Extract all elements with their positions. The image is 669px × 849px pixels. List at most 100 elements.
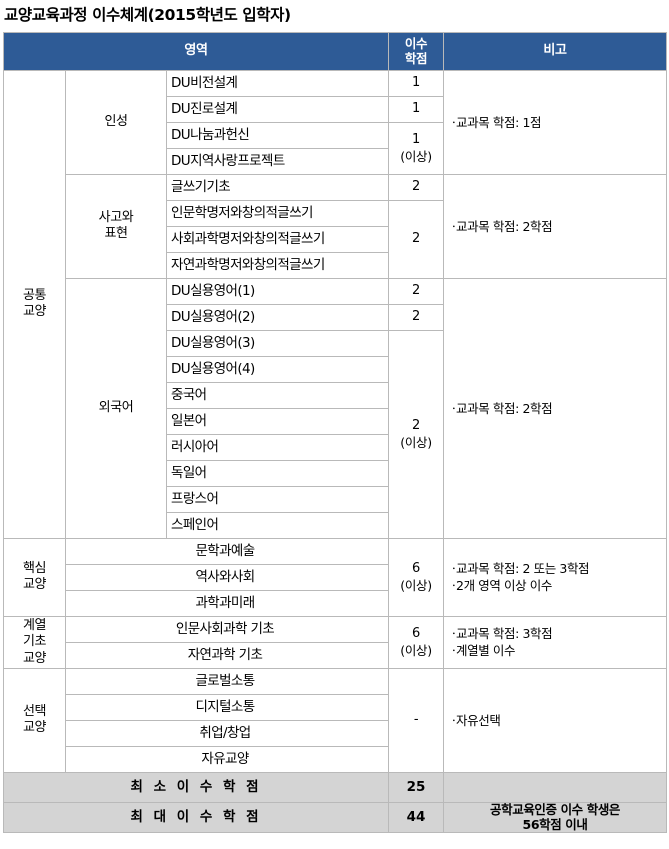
course-cell: 자연과학명저와창의적글쓰기 [165, 251, 390, 279]
subgroup-label-line: 표현 [104, 226, 128, 242]
note-line: ㆍ교과목 학점: 2 또는 3학점 [448, 560, 662, 578]
group-label-line: 기초 [22, 634, 47, 650]
credit-cell: 1 [388, 69, 445, 97]
bullet-icon: ㆍ [448, 643, 460, 659]
table-row: DU지역사랑프로젝트 [4, 147, 667, 175]
table-row: 핵심 교양 문학과예술 6 (이상) ㆍ교과목 학점: 2 또는 3학점 ㆍ2개… [3, 537, 668, 617]
bullet-icon: ㆍ [448, 578, 460, 594]
credit-cell: 2 [388, 199, 445, 279]
summary-note [443, 771, 668, 803]
table-row: DU실용영어(2) 2 [4, 303, 667, 331]
credit-cell: 2 [388, 277, 445, 305]
header-note: 비고 [443, 31, 668, 71]
course-cell: 자유교양 [64, 745, 390, 773]
header-area: 영역 [2, 31, 390, 71]
summary-note-line: 56학점 이내 [522, 816, 588, 832]
group-label-line: 교양 [22, 304, 47, 320]
note-text: 계열별 이수 [456, 643, 516, 659]
note-text: 2개 영역 이상 이수 [456, 578, 553, 594]
note-cell: ㆍ교과목 학점: 2학점 [443, 173, 668, 279]
course-cell: 디지털소통 [64, 693, 390, 721]
table-row: 선택 교양 글로벌소통 - ㆍ자유선택 [3, 667, 668, 773]
course-cell: DU지역사랑프로젝트 [165, 147, 390, 175]
table-row: 사고와 표현 글쓰기기초 2 ㆍ교과목 학점: 2학점 [4, 173, 668, 279]
table-row: 계열 기초 교양 인문사회과학 기초 6 (이상) ㆍ교과목 학점: 3학점 ㆍ… [3, 615, 668, 669]
note-cell: ㆍ교과목 학점: 3학점 ㆍ계열별 이수 [443, 615, 668, 669]
course-cell: DU진로설계 [165, 95, 390, 123]
credit-sub: (이상) [400, 577, 432, 593]
table-row: 자연과학명저와창의적글쓰기 [4, 251, 667, 279]
table-header: 영역 이수 학점 비고 [2, 31, 668, 71]
table-row: 프랑스어 [4, 485, 667, 513]
table-row: 디지털소통 [4, 693, 667, 721]
header-credit: 이수 학점 [388, 31, 445, 71]
credit-value: 2 [412, 418, 421, 434]
group-label-series: 계열 기초 교양 [3, 615, 66, 669]
credit-value: 1 [412, 132, 421, 148]
course-cell: 스페인어 [165, 511, 390, 539]
credit-cell: 6 (이상) [388, 615, 445, 669]
summary-row-min: 최 소 이 수 학 점 25 [2, 771, 668, 803]
header-credit-line1: 이수 [404, 35, 428, 51]
table-row: 독일어 [4, 459, 667, 487]
course-cell: DU실용영어(1) [165, 277, 390, 305]
summary-row-max: 최 대 이 수 학 점 44 공학교육인증 이수 학생은 56학점 이내 [2, 801, 668, 834]
group-label-line: 공통 [22, 288, 47, 304]
note-line: ㆍ교과목 학점: 2학점 [448, 400, 662, 418]
summary-credit: 25 [388, 771, 445, 803]
table-row: 공통 교양 인성 DU비전설계 1 ㆍ교과목 학점: 1점 [3, 69, 668, 539]
note-line: ㆍ교과목 학점: 3학점 [448, 625, 662, 643]
summary-label: 최 대 이 수 학 점 [2, 801, 390, 834]
table-row: 역사와사회 [4, 563, 667, 591]
summary-note: 공학교육인증 이수 학생은 56학점 이내 [443, 801, 668, 834]
note-cell: ㆍ교과목 학점: 2 또는 3학점 ㆍ2개 영역 이상 이수 [443, 537, 668, 617]
group-label-line: 선택 [22, 704, 47, 720]
course-cell: 인문학명저와창의적글쓰기 [165, 199, 390, 227]
credit-value: 6 [412, 626, 421, 642]
credit-sub: (이상) [400, 148, 432, 164]
group-label-line: 계열 [22, 618, 47, 634]
group-label-core: 핵심 교양 [3, 537, 66, 617]
credit-cell: 6 (이상) [388, 537, 445, 617]
course-cell: DU실용영어(3) [165, 329, 390, 357]
header-credit-line2: 학점 [404, 51, 428, 67]
bullet-icon: ㆍ [448, 560, 460, 576]
subgroup-label-line: 사고와 [98, 210, 134, 226]
course-cell: 글쓰기기초 [165, 173, 390, 201]
course-cell: DU나눔과헌신 [165, 121, 390, 149]
table-row: DU실용영어(4) [4, 355, 667, 383]
table-row: DU실용영어(3) 2 (이상) [4, 329, 667, 539]
course-cell: 중국어 [165, 381, 390, 409]
bullet-icon: ㆍ [448, 114, 460, 130]
note-line: ㆍ교과목 학점: 2학점 [448, 218, 662, 236]
table-row: 외국어 DU실용영어(1) 2 ㆍ교과목 학점: 2학점 [4, 277, 668, 539]
course-cell: 독일어 [165, 459, 390, 487]
course-cell: 문학과예술 [64, 537, 390, 565]
course-cell: 취업/창업 [64, 719, 390, 747]
course-cell: DU실용영어(4) [165, 355, 390, 383]
group-label-line: 교양 [22, 650, 47, 666]
table-row: 자유교양 [4, 745, 667, 773]
course-cell: 인문사회과학 기초 [64, 615, 390, 643]
course-cell: 일본어 [165, 407, 390, 435]
table-row: 사회과학명저와창의적글쓰기 [4, 225, 667, 253]
bullet-icon: ㆍ [448, 712, 460, 728]
table-row: 취업/창업 [4, 719, 667, 747]
credit-cell: 1 [388, 95, 445, 123]
credit-value: 6 [412, 561, 421, 577]
summary-credit: 44 [388, 801, 445, 834]
group-label-line: 핵심 [22, 561, 47, 577]
group-label-line: 교양 [22, 720, 47, 736]
credit-cell: 2 [388, 173, 445, 201]
note-cell: ㆍ자유선택 [443, 667, 668, 773]
subgroup-label-foreign: 외국어 [65, 277, 167, 539]
table-row: 자연과학 기초 [4, 641, 667, 669]
course-cell: 글로벌소통 [64, 667, 390, 695]
course-cell: 역사와사회 [64, 563, 390, 591]
table-row: DU나눔과헌신 1 (이상) [4, 121, 667, 175]
group-label-elective: 선택 교양 [3, 667, 66, 773]
note-text: 교과목 학점: 2학점 [456, 400, 553, 416]
summary-note-line: 공학교육인증 이수 학생은 [490, 801, 621, 817]
table-row: 스페인어 [4, 511, 667, 539]
